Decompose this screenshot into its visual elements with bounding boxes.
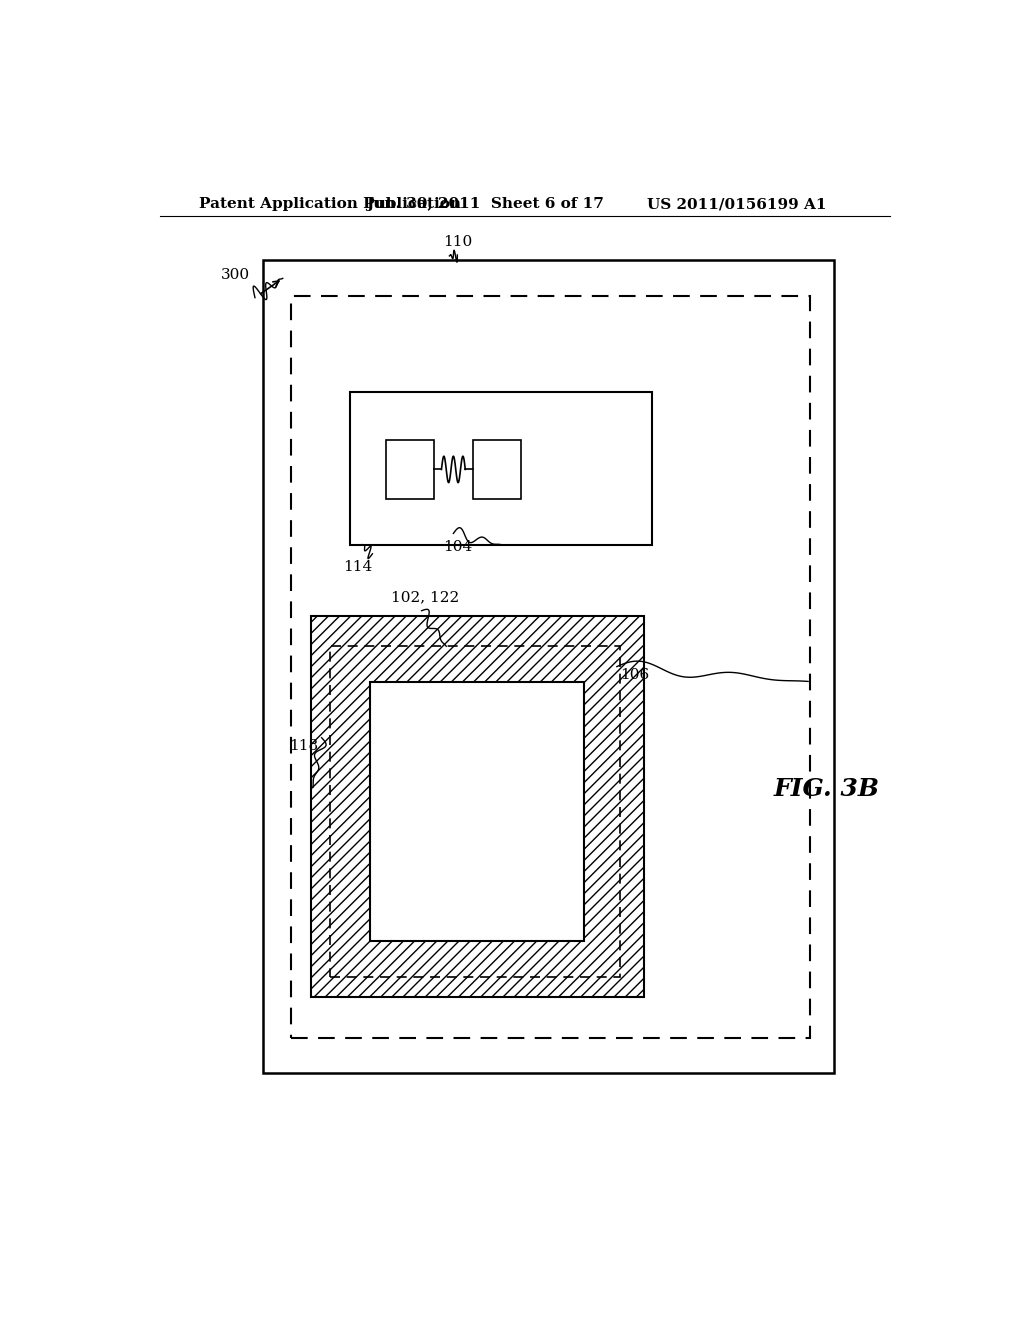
- Text: US 2011/0156199 A1: US 2011/0156199 A1: [647, 197, 826, 211]
- Bar: [350, 392, 652, 545]
- Text: 114: 114: [343, 560, 373, 574]
- Text: Jun. 30, 2011  Sheet 6 of 17: Jun. 30, 2011 Sheet 6 of 17: [367, 197, 604, 211]
- Text: 300: 300: [220, 268, 250, 282]
- Bar: [263, 260, 835, 1073]
- Bar: [370, 682, 585, 941]
- Text: 106: 106: [620, 668, 649, 681]
- Bar: [386, 440, 433, 499]
- Bar: [331, 647, 621, 977]
- Text: 110: 110: [442, 235, 472, 248]
- Text: Patent Application Publication: Patent Application Publication: [200, 197, 462, 211]
- Bar: [291, 296, 811, 1038]
- Text: FIG. 3B: FIG. 3B: [773, 776, 880, 800]
- Bar: [473, 440, 521, 499]
- Text: 102, 122: 102, 122: [391, 590, 460, 605]
- Bar: [310, 615, 644, 997]
- Text: 104: 104: [442, 540, 472, 553]
- Text: 118: 118: [290, 739, 318, 752]
